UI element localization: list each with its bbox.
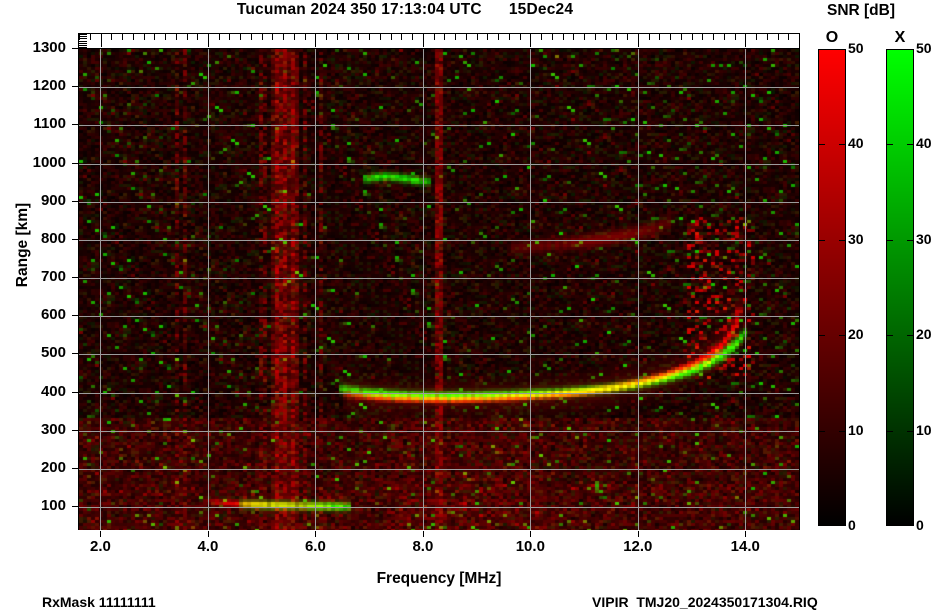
y-tick-label: 600 xyxy=(40,306,66,323)
y-tick-label: 1300 xyxy=(32,39,66,56)
x-tick xyxy=(315,531,317,537)
y-tick xyxy=(72,48,78,49)
x-tick-label: 14.0 xyxy=(730,538,760,555)
colorbar-gradient xyxy=(818,49,846,526)
y-tick-label: 1100 xyxy=(33,115,66,132)
y-tick-label: 500 xyxy=(40,344,66,361)
colorbar-mode-label: O xyxy=(825,29,839,46)
x-tick-label: 12.0 xyxy=(623,538,653,555)
y-tick-label: 100 xyxy=(40,497,66,514)
x-tick-label: 4.0 xyxy=(197,538,219,555)
x-tick xyxy=(530,531,532,537)
y-tick xyxy=(72,315,78,316)
colorbar-ticks xyxy=(818,49,846,526)
x-tick-label: 6.0 xyxy=(304,538,326,555)
colorbar-gradient xyxy=(886,49,914,526)
y-tick xyxy=(72,392,78,393)
y-tick-label: 1000 xyxy=(32,154,66,171)
x-tick xyxy=(100,531,102,537)
y-tick xyxy=(72,468,78,469)
x-tick xyxy=(207,531,209,537)
y-tick xyxy=(72,239,78,240)
colorbar-tick-labels: 0 10 20 30 40 50 xyxy=(916,40,932,533)
source-file-label: VIPIR TMJ20_2024350171304.RIQ xyxy=(592,594,818,610)
y-tick xyxy=(72,353,78,354)
colorbar-ticks xyxy=(886,49,914,526)
y-tick-label: 200 xyxy=(40,459,66,476)
y-tick xyxy=(72,430,78,431)
page-title: Tucuman 2024 350 17:13:04 UTC 15Dec24 xyxy=(236,1,574,18)
x-tick-label: 2.0 xyxy=(90,538,111,555)
ionogram-data-area[interactable] xyxy=(79,49,799,530)
colorbar-title: SNR [dB] xyxy=(826,2,896,19)
frequency-minor-tick-ruler xyxy=(79,34,799,49)
y-tick xyxy=(72,163,78,164)
x-tick-label: 8.0 xyxy=(412,538,434,555)
y-tick xyxy=(72,277,78,278)
y-tick-label: 1200 xyxy=(32,77,66,94)
ionogram-echo-canvas xyxy=(79,49,799,530)
y-tick-label: 900 xyxy=(40,192,66,209)
y-tick xyxy=(72,201,78,202)
x-axis-title: Frequency [MHz] xyxy=(376,570,502,587)
colorbar-tick-labels: 0 10 20 30 40 50 xyxy=(848,40,864,533)
y-tick-label: 800 xyxy=(40,230,66,247)
y-tick xyxy=(72,86,78,87)
x-tick xyxy=(745,531,747,537)
colorbar-mode-label: X xyxy=(894,29,906,46)
x-tick-label: 10.0 xyxy=(515,538,545,555)
snr-colorbar-legend: SNR [dB] O 0 10 20 30 40 50 X 0 10 20 30 40 50 xyxy=(808,0,932,545)
ionogram-plot-panel[interactable] xyxy=(78,33,800,530)
x-tick xyxy=(637,531,639,537)
y-tick xyxy=(72,124,78,125)
range-minor-tick-ruler xyxy=(79,34,87,49)
x-tick xyxy=(422,531,424,537)
y-tick-label: 300 xyxy=(40,421,66,438)
y-tick-label: 700 xyxy=(40,268,66,285)
y-tick xyxy=(72,506,78,507)
y-tick-label: 400 xyxy=(40,383,66,400)
rxmask-label: RxMask 11111111 xyxy=(42,594,156,610)
